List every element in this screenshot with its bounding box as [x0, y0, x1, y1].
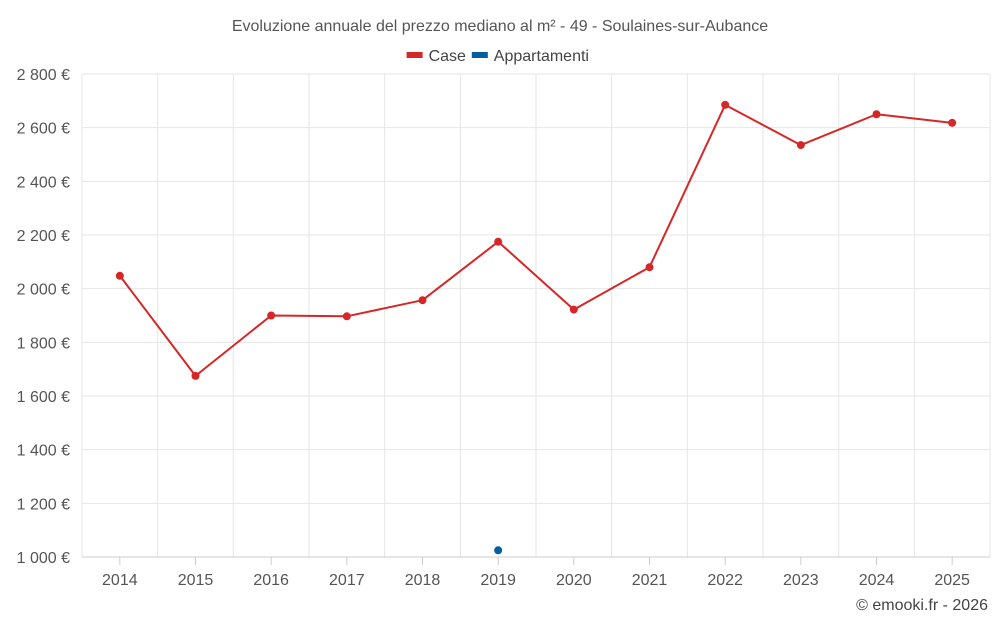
y-tick-label: 1 800 € — [17, 335, 70, 352]
legend-item-case[interactable]: Case — [406, 48, 466, 65]
legend-swatch — [471, 52, 488, 58]
y-tick-label: 2 000 € — [17, 282, 70, 299]
data-point-case[interactable] — [721, 100, 730, 109]
data-point-case[interactable] — [191, 371, 200, 380]
x-tick-label: 2020 — [556, 572, 592, 589]
x-tick-label: 2019 — [480, 572, 516, 589]
legend: Case Appartamenti — [406, 48, 589, 65]
x-tick-label: 2016 — [253, 572, 289, 589]
legend-label: Appartamenti — [494, 48, 589, 65]
legend-label: Case — [429, 48, 466, 65]
data-point-case[interactable] — [948, 118, 957, 127]
x-tick-label: 2024 — [859, 572, 895, 589]
legend-item-appartamenti[interactable]: Appartamenti — [471, 48, 589, 65]
y-tick-label: 1 600 € — [17, 389, 70, 406]
data-point-case[interactable] — [645, 263, 654, 272]
data-point-case[interactable] — [569, 305, 578, 314]
x-tick-label: 2014 — [102, 572, 138, 589]
data-point-case[interactable] — [115, 271, 124, 280]
x-tick-label: 2018 — [405, 572, 441, 589]
data-point-case[interactable] — [418, 296, 427, 305]
y-tick-label: 2 400 € — [17, 174, 70, 191]
data-point-case[interactable] — [872, 110, 881, 119]
credit-label: © emooki.fr - 2026 — [856, 597, 988, 614]
x-tick-label: 2025 — [934, 572, 970, 589]
y-tick-label: 1 000 € — [17, 550, 70, 567]
y-tick-label: 2 200 € — [17, 228, 70, 245]
grid — [81, 73, 991, 557]
data-point-case[interactable] — [267, 311, 276, 320]
chart-title: Evoluzione annuale del prezzo mediano al… — [232, 18, 768, 35]
series-line-case — [119, 103, 953, 377]
axes: 1 000 € 1 200 € 1 400 € 1 600 € 1 800 € 2 000… — [17, 67, 990, 589]
x-tick-label: 2017 — [329, 572, 365, 589]
y-tick-label: 2 800 € — [17, 67, 70, 84]
y-tick-label: 2 600 € — [17, 121, 70, 138]
x-tick-label: 2015 — [178, 572, 214, 589]
data-point-case[interactable] — [342, 312, 351, 321]
data-point-case[interactable] — [796, 141, 805, 150]
series-layer — [115, 100, 957, 555]
y-tick-label: 1 200 € — [17, 496, 70, 513]
legend-swatch — [406, 52, 423, 58]
x-tick-label: 2021 — [632, 572, 668, 589]
x-tick-label: 2022 — [707, 572, 743, 589]
data-point-appartamenti[interactable] — [494, 546, 503, 555]
x-tick-label: 2023 — [783, 572, 819, 589]
data-point-case[interactable] — [494, 237, 503, 246]
y-tick-label: 1 400 € — [17, 443, 70, 460]
